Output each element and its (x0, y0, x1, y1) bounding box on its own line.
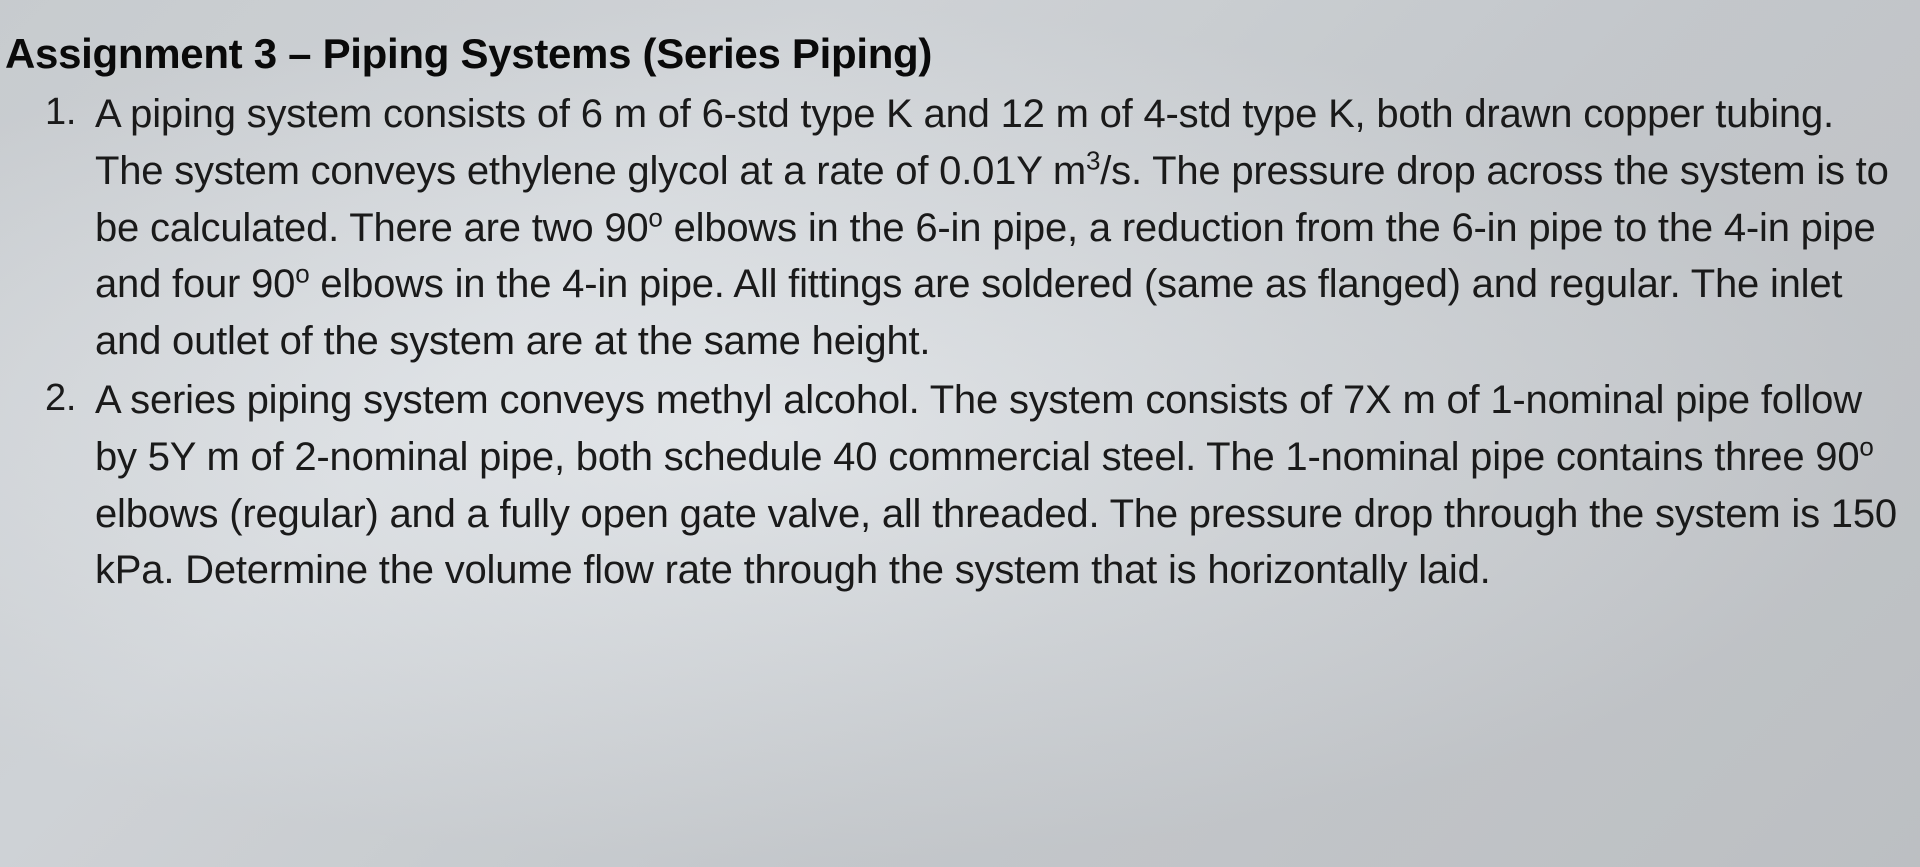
problem-list: 1. A piping system consists of 6 m of 6-… (0, 86, 1900, 599)
assignment-title: Assignment 3 – Piping Systems (Series Pi… (0, 30, 1900, 78)
document-content: Assignment 3 – Piping Systems (Series Pi… (0, 30, 1900, 599)
problem-2-text: A series piping system conveys methyl al… (95, 378, 1897, 592)
problem-item-2: 2. A series piping system conveys methyl… (95, 372, 1900, 599)
problem-1-text: A piping system consists of 6 m of 6-std… (95, 92, 1889, 363)
item-number-1: 1. (45, 86, 76, 140)
problem-item-1: 1. A piping system consists of 6 m of 6-… (95, 86, 1900, 370)
item-number-2: 2. (45, 372, 76, 426)
